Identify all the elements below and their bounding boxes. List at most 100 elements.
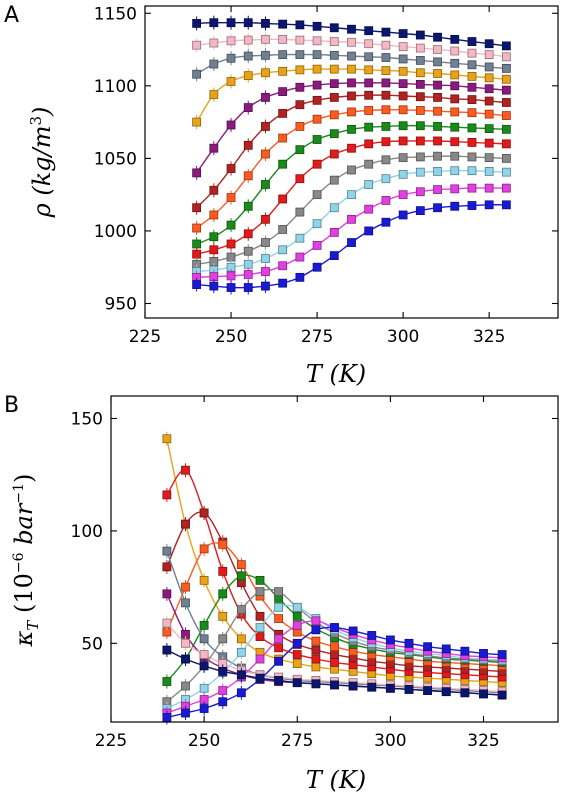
panel-b-ylabel: κT (10−6 bar−1) [10, 474, 42, 648]
data-point [261, 238, 270, 247]
data-point [484, 200, 494, 210]
series-a-12 [192, 200, 511, 295]
data-point [278, 225, 288, 234]
data-point [364, 39, 374, 49]
y-tick-label: 1150 [94, 4, 137, 24]
data-point [450, 151, 460, 161]
y-tick-label: 50 [81, 634, 103, 654]
data-point [255, 673, 265, 683]
data-point [501, 85, 511, 95]
data-point [243, 51, 253, 61]
data-point [467, 201, 477, 210]
panel-a-letter: A [4, 3, 19, 28]
data-point [381, 66, 391, 75]
series-line [196, 124, 507, 245]
data-point [347, 143, 356, 153]
data-point [243, 283, 253, 292]
data-point [404, 685, 414, 694]
data-point [209, 185, 219, 195]
data-point [398, 136, 408, 146]
data-point [181, 708, 190, 718]
data-point [381, 217, 391, 227]
data-point [433, 69, 442, 78]
data-point [467, 82, 477, 92]
data-point [415, 187, 425, 197]
data-point [398, 29, 408, 38]
data-point [423, 686, 433, 695]
data-point [192, 117, 202, 127]
data-point [398, 66, 408, 76]
y-tick-label: 1050 [94, 149, 137, 169]
data-point [450, 81, 460, 91]
data-point [460, 646, 470, 656]
data-point [295, 35, 305, 45]
data-point [329, 93, 339, 102]
data-point [162, 434, 172, 444]
data-point [278, 50, 288, 60]
x-tick-label: 225 [95, 731, 127, 751]
data-point [312, 114, 322, 124]
data-point [467, 108, 477, 118]
data-point [261, 19, 270, 28]
data-point [292, 611, 302, 621]
data-point [484, 124, 494, 134]
data-point [433, 136, 442, 146]
data-point [243, 201, 253, 211]
data-point [209, 18, 219, 28]
y-tick-label: 150 [71, 409, 103, 429]
data-point [278, 87, 288, 97]
data-point [209, 38, 219, 48]
data-point [501, 74, 511, 84]
data-point [261, 93, 270, 102]
data-point [398, 42, 408, 52]
x-tick-label: 325 [473, 327, 505, 347]
series-a-1 [192, 32, 511, 62]
data-point [347, 64, 356, 74]
data-point [467, 37, 477, 46]
data-point [415, 121, 425, 131]
data-point [381, 53, 391, 62]
data-point [311, 616, 321, 626]
data-point [226, 283, 236, 292]
data-point [329, 64, 339, 74]
data-point [261, 68, 270, 78]
data-point [181, 598, 190, 608]
data-point [347, 214, 356, 224]
data-point [243, 270, 253, 279]
data-point [364, 65, 374, 75]
data-point [415, 92, 425, 102]
data-point [255, 654, 265, 664]
data-point [312, 80, 322, 90]
data-point [404, 638, 414, 648]
data-point [484, 84, 494, 94]
data-point [199, 650, 209, 659]
data-point [243, 71, 253, 81]
data-point [236, 571, 246, 581]
data-point [162, 677, 172, 686]
data-point [381, 27, 391, 37]
data-point [433, 151, 442, 161]
data-point [423, 642, 433, 652]
data-point [364, 139, 374, 149]
data-point [181, 638, 190, 648]
data-point [460, 688, 470, 698]
data-point [278, 194, 288, 204]
data-point [329, 79, 339, 89]
data-point [274, 634, 284, 644]
data-point [415, 152, 425, 162]
data-point [209, 281, 219, 291]
data-point [295, 174, 305, 184]
data-point [398, 210, 408, 220]
data-point [243, 171, 253, 181]
data-point [243, 259, 253, 269]
data-point [484, 183, 494, 193]
data-point [312, 190, 322, 200]
data-point [450, 201, 460, 211]
data-point [497, 650, 507, 659]
data-point [415, 56, 425, 65]
x-tick-label: 300 [387, 327, 419, 347]
data-point [255, 632, 265, 641]
data-point [226, 193, 236, 202]
data-point [398, 105, 408, 115]
data-point [329, 149, 339, 159]
